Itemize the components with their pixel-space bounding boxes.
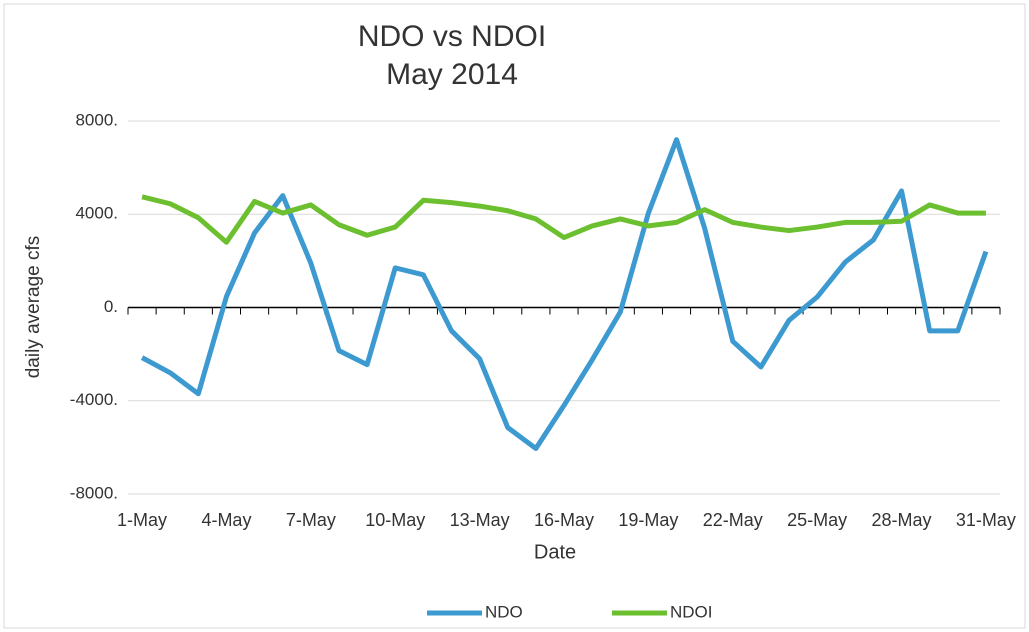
x-tick-label: 10-May xyxy=(365,510,425,530)
x-tick-label: 16-May xyxy=(534,510,594,530)
legend-label: NDOI xyxy=(670,602,713,621)
y-tick-label: -8000. xyxy=(70,483,118,502)
x-tick-label: 7-May xyxy=(286,510,336,530)
chart-title: NDO vs NDOI xyxy=(358,20,546,53)
y-tick-label: -4000. xyxy=(70,390,118,409)
x-tick-label: 28-May xyxy=(872,510,932,530)
x-tick-label: 25-May xyxy=(787,510,847,530)
x-axis-title: Date xyxy=(534,541,576,563)
chart-frame xyxy=(3,3,1026,629)
x-tick-label: 1-May xyxy=(117,510,167,530)
data-line xyxy=(141,194,986,245)
y-tick-label: 8000. xyxy=(75,110,118,129)
chart-title: May 2014 xyxy=(386,58,518,91)
x-tick-label: 13-May xyxy=(450,510,510,530)
x-tick-label: 31-May xyxy=(956,510,1016,530)
x-tick-label: 22-May xyxy=(703,510,763,530)
data-line xyxy=(140,137,989,452)
y-tick-label: 4000. xyxy=(75,204,118,223)
y-axis-title: daily average cfs xyxy=(23,236,44,379)
legend-label: NDO xyxy=(485,602,523,621)
y-tick-label: 0. xyxy=(104,297,118,316)
x-tick-label: 19-May xyxy=(618,510,678,530)
x-tick-label: 4-May xyxy=(201,510,251,530)
